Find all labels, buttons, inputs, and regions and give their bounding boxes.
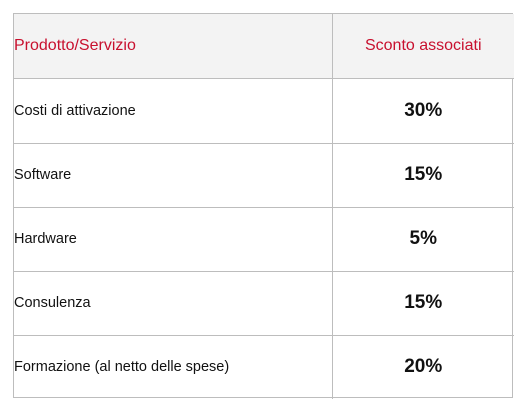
discount-cell: 15% xyxy=(331,142,514,208)
table-row: Costi di attivazione 30% xyxy=(14,77,514,144)
product-cell: Costi di attivazione xyxy=(14,77,333,144)
product-cell: Consulenza xyxy=(14,270,333,336)
table-header-row: Prodotto/Servizio Sconto associati xyxy=(14,14,514,79)
discount-table-container: Prodotto/Servizio Sconto associati Costi… xyxy=(13,13,514,399)
discount-cell: 15% xyxy=(331,270,514,336)
discount-table: Prodotto/Servizio Sconto associati Costi… xyxy=(14,14,514,399)
discount-cell: 30% xyxy=(331,77,514,144)
table-row: Software 15% xyxy=(14,142,514,208)
product-cell: Formazione (al netto delle spese) xyxy=(14,334,333,399)
table-row: Formazione (al netto delle spese) 20% xyxy=(14,334,514,399)
product-cell: Hardware xyxy=(14,206,333,272)
table-row: Consulenza 15% xyxy=(14,270,514,336)
column-header-discount: Sconto associati xyxy=(331,14,514,79)
discount-cell: 20% xyxy=(331,334,514,399)
column-header-product: Prodotto/Servizio xyxy=(14,14,333,79)
product-cell: Software xyxy=(14,142,333,208)
discount-cell: 5% xyxy=(331,206,514,272)
table-row: Hardware 5% xyxy=(14,206,514,272)
